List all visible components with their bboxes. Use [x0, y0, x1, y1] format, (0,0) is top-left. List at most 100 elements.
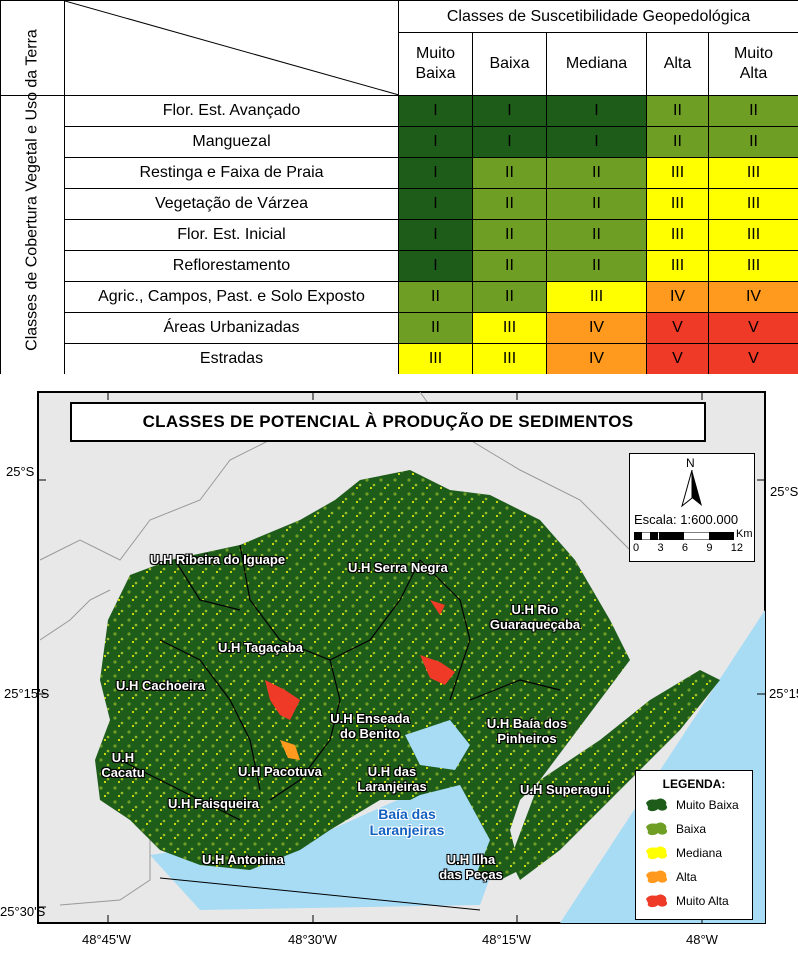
col-header-1: Baixa [472, 32, 547, 96]
legend-swatch-icon [646, 846, 668, 860]
legend-item: Mediana [644, 845, 722, 861]
class-cell: V [707, 343, 798, 375]
legend-label: Muito Alta [676, 894, 729, 908]
unit-label-superagui: U.H Superagui [520, 782, 610, 797]
scale-unit: Km [736, 528, 753, 540]
class-cell: I [398, 188, 473, 220]
scale-ticks: 0 3 6 9 12 [633, 542, 743, 554]
high-risk-patch-1 [265, 680, 300, 720]
unit-label-enseada: U.H Enseada do Benito [330, 711, 410, 741]
class-cell: II [472, 250, 547, 282]
class-cell: III [707, 157, 798, 189]
cover-class-label: Manguezal [64, 126, 399, 158]
north-label: N [686, 456, 695, 470]
legend-label: Muito Baixa [676, 798, 739, 812]
high-risk-patch-3 [280, 740, 300, 760]
lon-label-48-30w: 48°30'W [288, 932, 337, 947]
legend-swatch-icon [646, 798, 668, 812]
col-header-2: Mediana [546, 32, 647, 96]
class-cell: II [398, 281, 473, 313]
class-cell: III [646, 188, 709, 220]
legend-item: Muito Alta [644, 893, 729, 909]
unit-label-serra-negra: U.H Serra Negra [348, 560, 448, 575]
cover-class-label: Flor. Est. Inicial [64, 219, 399, 251]
col-header-4: Muito Alta [707, 32, 798, 96]
high-risk-patch-4 [430, 600, 445, 615]
scale-tick: 6 [681, 542, 688, 554]
class-cell: I [398, 95, 473, 127]
row-header-cell [0, 0, 65, 96]
legend-label: Baixa [676, 822, 707, 836]
col-group-title: Classes de Suscetibilidade Geopedológica [397, 0, 798, 34]
class-cell: III [472, 343, 547, 375]
class-cell: II [707, 126, 798, 158]
class-cell: IV [646, 281, 709, 313]
superagui-texture [510, 670, 720, 880]
lon-label-48-45w: 48°45'W [82, 932, 131, 947]
matrix-table: Classes de Suscetibilidade Geopedológica… [0, 0, 798, 375]
bay-label: Baía das Laranjeiras [369, 806, 445, 838]
unit-label-ilha-pecas: U.H Ilha das Peças [439, 852, 503, 882]
table-row: Flor. Est. Avançado I I I II II [0, 95, 798, 375]
col-header-3: Alta [646, 32, 709, 96]
scale-tick: 0 [633, 542, 640, 554]
class-cell: III [472, 312, 547, 344]
scale-box: N Escala: 1:600.000 Km 0 3 6 9 12 [629, 453, 755, 562]
table-row: Restinga e Faixa de Praia I II II III III [1, 157, 798, 189]
class-cell: III [707, 250, 798, 282]
study-area-texture [95, 470, 630, 880]
lon-label-48w: 48°W [686, 932, 718, 947]
legend-swatch-icon [646, 894, 668, 908]
class-cell: I [546, 95, 647, 127]
class-cell: II [398, 312, 473, 344]
class-cell: IV [707, 281, 798, 313]
class-cell: II [546, 157, 647, 189]
legend-label: Mediana [676, 846, 723, 860]
enseada-water [405, 720, 470, 770]
legend-item: Alta [644, 869, 697, 885]
class-cell: I [398, 126, 473, 158]
class-cell: II [707, 95, 798, 127]
cover-class-label: Áreas Urbanizadas [64, 312, 399, 344]
scale-tick: 12 [730, 542, 743, 554]
class-cell: II [646, 95, 709, 127]
unit-label-cacatu: U.H Cacatu [101, 750, 145, 780]
scale-tick: 3 [657, 542, 664, 554]
lat-label-25s: 25°S [6, 464, 35, 479]
class-cell: III [398, 343, 473, 375]
unit-label-antonina: U.H Antonina [202, 852, 284, 867]
lat-label-25-15s: 25°15'S [4, 686, 50, 701]
class-cell: II [646, 126, 709, 158]
table-row: Áreas Urbanizadas II III IV V V [1, 312, 798, 344]
legend-swatch-icon [646, 822, 668, 836]
class-cell: I [398, 250, 473, 282]
lon-label-48-15w: 48°15'W [482, 932, 531, 947]
scale-text: Escala: 1:600.000 [634, 512, 739, 527]
admin-boundary-4 [59, 840, 151, 906]
class-cell: IV [546, 312, 647, 344]
class-cell: III [707, 188, 798, 220]
north-arrow-icon [681, 470, 702, 508]
table-row: Manguezal I I I II II [1, 126, 798, 158]
legend-title: LEGENDA: [662, 777, 726, 791]
unit-label-pacotuva: U.H Pacotuva [238, 764, 322, 779]
class-cell: III [546, 281, 647, 313]
susceptibility-table: Classes de Suscetibilidade Geopedológica… [0, 0, 798, 375]
cover-class-label: Reflorestamento [64, 250, 399, 282]
table-row: Reflorestamento I II II III III [1, 250, 798, 282]
unit-label-guaraquecaba: U.H Rio Guaraqueçaba [489, 602, 581, 632]
admin-boundary-2 [39, 589, 111, 641]
class-cell: II [546, 188, 647, 220]
class-cell: V [707, 312, 798, 344]
scale-bar [634, 532, 734, 540]
legend-item: Baixa [644, 821, 706, 837]
class-cell: I [472, 95, 547, 127]
row-group-title-wrap: Classes de Cobertura Vegetal e Uso da Te… [6, 10, 58, 370]
row-group-title: Classes de Cobertura Vegetal e Uso da Te… [23, 29, 41, 351]
unit-label-pinheiros: U.H Baía dos Pinheiros [486, 716, 568, 746]
unit-label-tagacaba: U.H Tagaçaba [218, 640, 304, 655]
corner-diagonal [65, 1, 399, 95]
legend-item: Muito Baixa [644, 797, 739, 813]
map-title: CLASSES DE POTENCIAL À PRODUÇÃO DE SEDIM… [70, 402, 706, 442]
class-cell: II [472, 188, 547, 220]
